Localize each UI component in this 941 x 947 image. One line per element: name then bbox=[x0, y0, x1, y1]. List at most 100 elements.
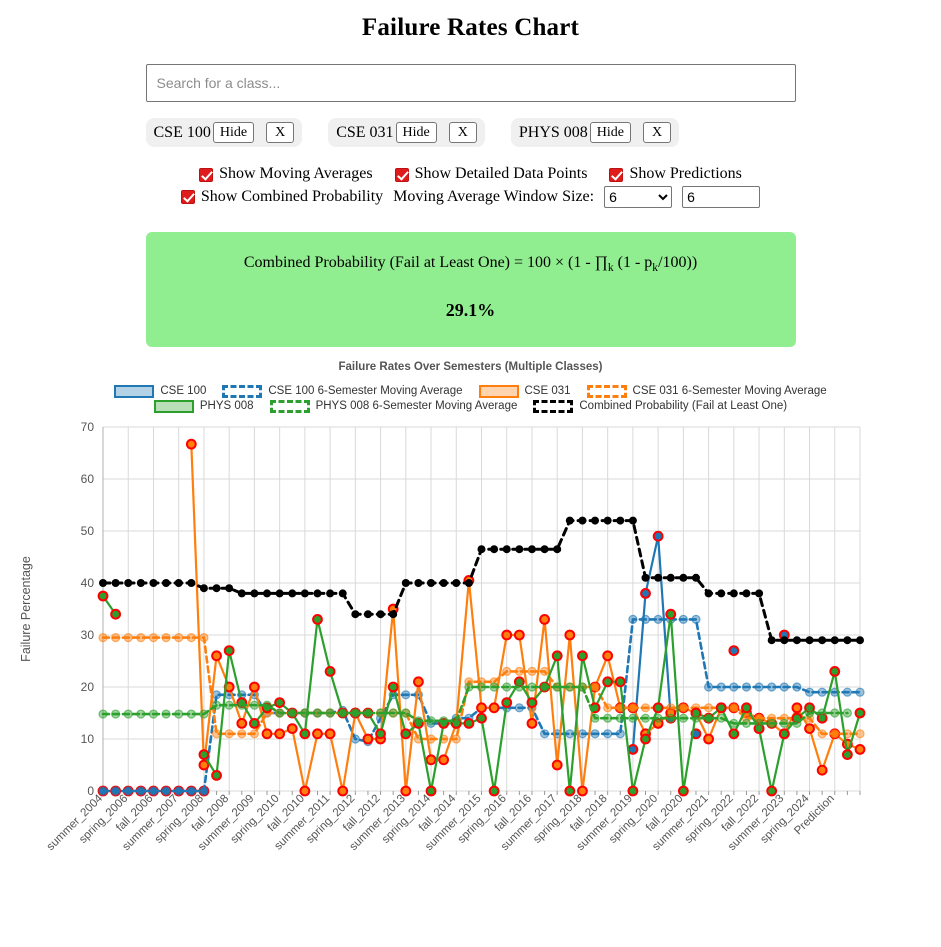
y-tick-label: 10 bbox=[81, 732, 95, 746]
data-point-phys008_ma bbox=[729, 718, 739, 728]
data-point-cse031_ma bbox=[148, 632, 159, 643]
data-point-combined bbox=[376, 610, 385, 619]
data-point-cse031 bbox=[854, 743, 866, 755]
toggle-combined-probability[interactable]: Show Combined Probability bbox=[180, 187, 384, 206]
toggle-detailed-data-points[interactable]: Show Detailed Data Points bbox=[394, 165, 587, 183]
data-point-phys008_ma bbox=[703, 713, 714, 723]
data-point-phys008 bbox=[602, 676, 614, 688]
legend-item[interactable]: CSE 100 bbox=[114, 384, 206, 398]
data-point-cse031 bbox=[551, 759, 563, 771]
data-point-combined bbox=[603, 516, 612, 525]
data-point-combined bbox=[691, 573, 700, 582]
class-chip-remove-button[interactable]: X bbox=[448, 122, 477, 144]
toggle-moving-averages[interactable]: Show Moving Averages bbox=[199, 165, 373, 183]
data-point-cse100_ma bbox=[98, 786, 108, 796]
data-point-phys008 bbox=[110, 608, 122, 620]
data-point-combined bbox=[792, 636, 801, 645]
legend-item[interactable]: PHYS 008 bbox=[153, 399, 254, 413]
data-point-cse100_ma bbox=[211, 690, 222, 700]
formula-sub-k2: k bbox=[652, 261, 659, 274]
data-point-cse031 bbox=[299, 785, 311, 797]
data-point-cse031 bbox=[413, 676, 424, 688]
y-tick-label: 0 bbox=[87, 784, 94, 798]
legend-swatch-icon bbox=[114, 384, 155, 398]
data-point-combined bbox=[439, 578, 448, 587]
combined-probability-panel: Combined Probability (Fail at Least One)… bbox=[145, 231, 796, 347]
data-point-cse031 bbox=[261, 728, 273, 740]
moving-averages-checkbox[interactable] bbox=[199, 167, 214, 182]
data-point-phys008 bbox=[665, 608, 677, 620]
data-point-phys008_ma bbox=[842, 708, 852, 718]
legend-item[interactable]: CSE 031 bbox=[478, 384, 571, 398]
legend-item[interactable]: CSE 031 6-Semester Moving Average bbox=[586, 384, 827, 398]
data-point-phys008 bbox=[778, 728, 790, 740]
predictions-label: Show Predictions bbox=[629, 165, 742, 183]
data-point-phys008 bbox=[223, 645, 235, 656]
legend-row: CSE 100 CSE 100 6-Semester Moving Average… bbox=[114, 384, 827, 398]
selected-classes-list: CSE 100 Hide X CSE 031 Hide X PHYS 008 Hide X bbox=[145, 118, 796, 148]
data-point-combined bbox=[805, 636, 814, 645]
data-point-combined bbox=[490, 545, 499, 554]
data-point-cse031_ma bbox=[539, 666, 550, 676]
class-chip-label: CSE 100 bbox=[153, 123, 211, 141]
data-point-cse100_ma bbox=[804, 687, 815, 697]
data-point-cse031 bbox=[400, 785, 412, 797]
formula-suffix: (1 - p bbox=[613, 253, 653, 271]
data-point-cse031_ma bbox=[426, 734, 436, 744]
window-size-select[interactable]: 2345678910 bbox=[604, 185, 673, 208]
data-point-cse031_ma bbox=[136, 632, 146, 643]
data-point-cse031 bbox=[362, 733, 374, 745]
data-point-phys008_ma bbox=[552, 682, 562, 692]
data-point-phys008 bbox=[387, 681, 399, 693]
search-input[interactable] bbox=[145, 64, 796, 102]
data-point-phys008 bbox=[249, 717, 260, 729]
data-point-phys008_ma bbox=[779, 718, 789, 728]
data-point-cse100_ma bbox=[615, 729, 625, 739]
data-point-phys008_ma bbox=[300, 708, 310, 718]
data-point-combined bbox=[225, 584, 234, 593]
data-point-combined bbox=[136, 578, 145, 587]
data-point-phys008 bbox=[97, 590, 109, 602]
formula-prefix: Combined Probability (Fail at Least One)… bbox=[243, 253, 608, 271]
data-point-phys008 bbox=[299, 728, 311, 740]
data-point-combined bbox=[527, 545, 536, 554]
y-tick-label: 30 bbox=[81, 628, 95, 642]
class-chip-remove-button[interactable]: X bbox=[266, 122, 295, 144]
data-point-phys008_ma bbox=[401, 708, 411, 718]
predictions-checkbox[interactable] bbox=[609, 167, 624, 182]
formula-end: /100)) bbox=[658, 253, 698, 271]
class-chip-label: CSE 031 bbox=[336, 123, 394, 141]
combined-probability-label: Show Combined Probability bbox=[200, 187, 384, 205]
data-point-cse031_ma bbox=[855, 729, 865, 739]
data-point-phys008 bbox=[198, 749, 210, 760]
window-size-input[interactable] bbox=[682, 185, 761, 208]
legend-item[interactable]: Combined Probability (Fail at Least One) bbox=[533, 399, 787, 413]
class-chip-hide-button[interactable]: Hide bbox=[212, 122, 255, 144]
data-point-phys008_ma bbox=[678, 713, 688, 723]
data-point-phys008_ma bbox=[754, 718, 764, 728]
data-point-phys008_ma bbox=[111, 709, 121, 719]
data-point-cse031 bbox=[488, 702, 500, 714]
data-point-phys008_ma bbox=[804, 708, 815, 718]
data-point-combined bbox=[464, 578, 473, 587]
data-point-combined bbox=[414, 578, 423, 587]
series-line-cse031_ma bbox=[101, 636, 862, 741]
class-chip-remove-button[interactable]: X bbox=[643, 122, 672, 144]
data-point-phys008_ma bbox=[123, 709, 133, 719]
data-point-combined bbox=[591, 516, 600, 525]
legend-swatch-icon bbox=[533, 399, 574, 413]
toggle-predictions[interactable]: Show Predictions bbox=[609, 165, 742, 183]
data-point-phys008_ma bbox=[767, 718, 777, 728]
data-point-combined bbox=[830, 636, 839, 645]
legend-item[interactable]: CSE 100 6-Semester Moving Average bbox=[222, 384, 463, 398]
class-chip-hide-button[interactable]: Hide bbox=[589, 122, 631, 144]
data-point-cse100_ma bbox=[741, 682, 752, 692]
data-point-phys008 bbox=[463, 717, 475, 729]
data-point-phys008_ma bbox=[590, 713, 600, 723]
legend-item[interactable]: PHYS 008 6-Semester Moving Average bbox=[269, 399, 517, 413]
detailed-data-points-checkbox[interactable] bbox=[394, 167, 409, 182]
combined-probability-checkbox[interactable] bbox=[180, 189, 195, 204]
data-point-cse031_ma bbox=[590, 682, 600, 692]
class-chip-hide-button[interactable]: Hide bbox=[395, 122, 437, 144]
data-point-phys008_ma bbox=[451, 716, 461, 726]
